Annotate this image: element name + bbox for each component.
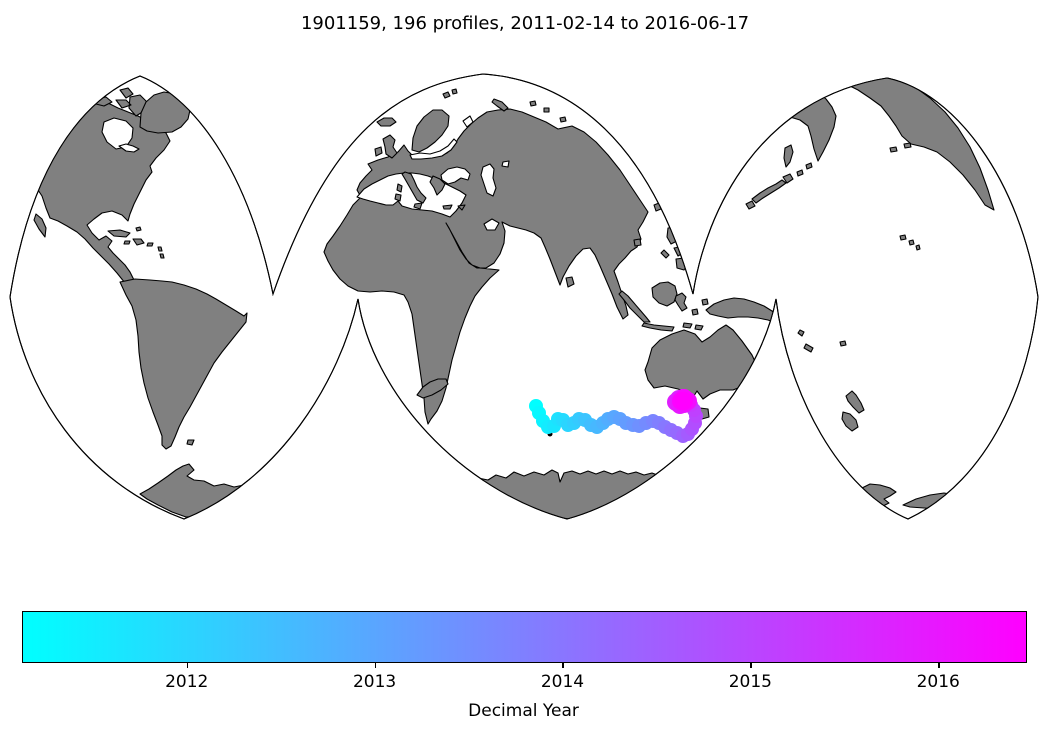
- antarctica-center: [457, 469, 683, 519]
- colorbar-tick: [186, 663, 189, 668]
- colorbar-tick: [938, 663, 940, 668]
- colorbar-tick-label: 2012: [165, 672, 209, 692]
- colorbar-tick-label: 2015: [728, 672, 772, 692]
- sulawesi: [674, 292, 688, 312]
- siberian-arctic-islands: [529, 100, 567, 123]
- sumatra: [618, 290, 651, 323]
- persian-gulf: [483, 218, 500, 231]
- white-sea: [462, 115, 474, 128]
- float-trajectory: [529, 389, 703, 443]
- colorbar: [22, 611, 1027, 663]
- falkland-islands: [186, 439, 195, 446]
- colorbar-tick: [562, 663, 564, 668]
- italy: [401, 171, 427, 204]
- colorbar-tick-label: 2016: [916, 672, 960, 692]
- figure-title: 1901159, 196 profiles, 2011-02-14 to 201…: [300, 13, 750, 34]
- caribbean-islands: [107, 226, 165, 259]
- hudson-bay: [101, 117, 134, 150]
- svalbard: [442, 88, 458, 99]
- sakhalin: [783, 144, 794, 168]
- sicily: [413, 202, 423, 210]
- cyprus: [457, 204, 466, 211]
- hainan: [633, 238, 642, 247]
- aral-sea: [501, 160, 510, 168]
- iceland: [376, 117, 397, 127]
- greece: [429, 175, 446, 196]
- great-britain: [382, 134, 398, 159]
- aleutian-islands: [889, 142, 912, 153]
- black-sea: [440, 166, 471, 185]
- sri-lanka: [565, 276, 575, 288]
- colorbar-tick: [374, 663, 377, 668]
- new-zealand: [841, 390, 865, 432]
- japan: [745, 173, 794, 210]
- novaya-zemlya: [491, 98, 509, 112]
- pacific-islands: [797, 329, 847, 353]
- projection-boundary-stroke: [9, 73, 1039, 520]
- ireland: [374, 146, 383, 157]
- colorbar-tick: [750, 663, 752, 668]
- lesser-sunda-islands: [682, 298, 709, 331]
- madagascar: [416, 378, 449, 399]
- colorbar-tick-label: 2013: [352, 672, 397, 692]
- kuril-islands: [796, 162, 813, 177]
- java: [641, 322, 675, 332]
- profile-point: [675, 392, 693, 410]
- colorbar-tick-label: 2014: [540, 672, 585, 692]
- colorbar-axis-label: Decimal Year: [468, 701, 579, 721]
- scandinavia: [411, 109, 450, 153]
- corsica-sardinia: [394, 183, 403, 202]
- baltic-sea: [409, 138, 458, 160]
- baja-california: [33, 213, 47, 238]
- great-lakes: [118, 143, 140, 153]
- south-america: [119, 278, 248, 450]
- crete: [442, 204, 453, 210]
- hawaii: [899, 234, 921, 251]
- caspian-sea: [480, 163, 497, 197]
